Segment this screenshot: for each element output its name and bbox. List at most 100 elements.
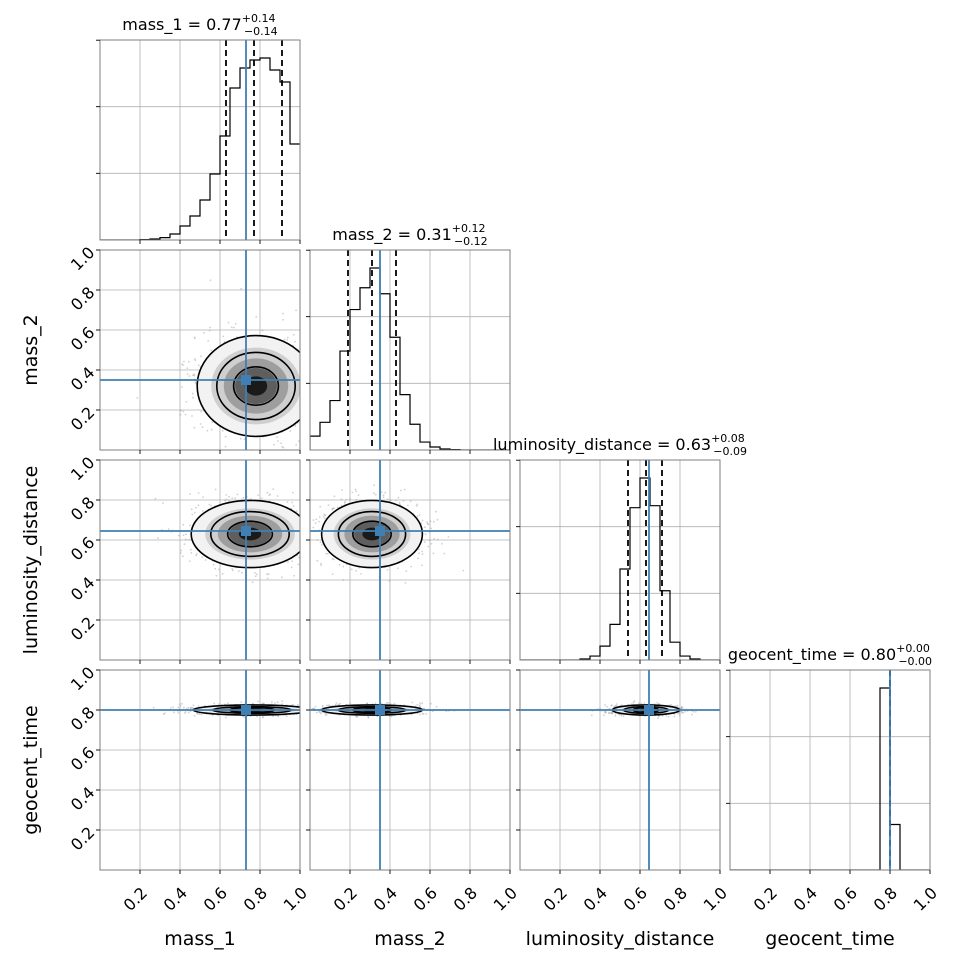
sample-point [179,413,182,416]
sample-point [342,579,345,581]
sample-point [183,543,186,546]
sample-point [177,706,180,709]
sample-point [306,556,308,558]
hist-panel-mass_1 [100,40,300,240]
sample-point [676,704,679,707]
joint-panel-mass_1-luminosity_distance [100,460,318,660]
sample-point [388,580,391,582]
sample-point [355,490,358,493]
sample-point [681,706,684,709]
sample-point [302,544,304,546]
sample-point [195,553,198,555]
joint-panel-mass_2-geocent_time [310,670,510,870]
sample-point [316,512,318,514]
sample-point [307,706,309,708]
hist-panel-mass_2 [310,250,510,450]
sample-point [181,386,183,388]
sample-point [614,713,617,715]
sample-point [238,570,240,572]
title-plus: +0.14 [242,12,276,25]
sample-point [319,505,322,508]
sample-point [201,426,204,429]
sample-point [228,495,230,498]
sample-point [321,369,323,371]
sample-point [254,575,257,578]
sample-point [301,365,303,367]
sample-point [187,711,190,714]
sample-point [315,533,317,535]
sample-point [680,710,683,713]
sample-point [255,573,258,576]
sample-point [290,566,293,569]
sample-point [303,711,305,713]
sample-point [306,409,308,411]
sample-point [317,386,319,388]
sample-point [321,704,324,707]
sample-point [191,392,194,395]
sample-point [186,367,189,369]
sample-point [390,499,392,502]
sample-point [188,560,191,562]
sample-point [197,492,200,494]
title-minus: −0.09 [713,445,747,458]
sample-point [194,359,197,362]
sample-point [301,710,303,712]
sample-point [167,528,170,530]
sample-point [399,489,402,492]
sample-point [661,714,664,717]
sample-point [302,379,304,381]
sample-point [658,703,660,705]
sample-point [316,559,319,562]
sample-point [152,706,155,709]
sample-point [691,713,693,716]
sample-point [240,498,243,501]
y-tick-label: 0.8 [67,283,98,314]
title-minus: −0.12 [454,235,488,248]
sample-point [429,702,432,705]
sample-point [199,423,202,425]
sample-point [407,504,409,507]
sample-point [306,549,308,551]
sample-point [609,712,612,714]
sample-point [404,582,407,584]
sample-point [271,701,273,703]
sample-point [282,446,285,449]
sample-point [294,340,296,343]
sample-point [302,415,304,417]
sample-point [191,513,194,516]
sample-point [188,375,191,377]
y-tick-label: 0.4 [67,573,98,604]
sample-point [323,513,326,516]
sample-point [179,552,182,554]
sample-point [341,489,343,491]
sample-point [325,380,327,382]
sample-point [292,505,295,507]
sample-point [692,710,695,713]
sample-point [266,573,268,576]
sample-point [338,563,341,566]
y-tick-label: 0.4 [67,783,98,814]
sample-point [386,701,388,704]
sample-point [355,715,358,717]
sample-point [638,702,640,705]
sample-point [380,491,383,493]
sample-point [261,329,264,332]
title-main: geocent_time = 0.80 [728,645,896,665]
sample-point [262,715,264,718]
sample-point [622,715,625,717]
sample-point [221,429,224,432]
sample-point [333,495,336,498]
sample-point [154,497,157,500]
sample-point [304,403,306,405]
sample-point [678,712,681,715]
sample-point [190,508,193,511]
sample-point [341,380,343,382]
sample-point [320,562,322,565]
sample-point [196,712,199,715]
sample-point [308,362,310,364]
sample-point [344,419,346,421]
sample-point [397,496,400,499]
sample-point [206,429,209,432]
sample-point [681,711,683,714]
sample-point [615,703,618,705]
